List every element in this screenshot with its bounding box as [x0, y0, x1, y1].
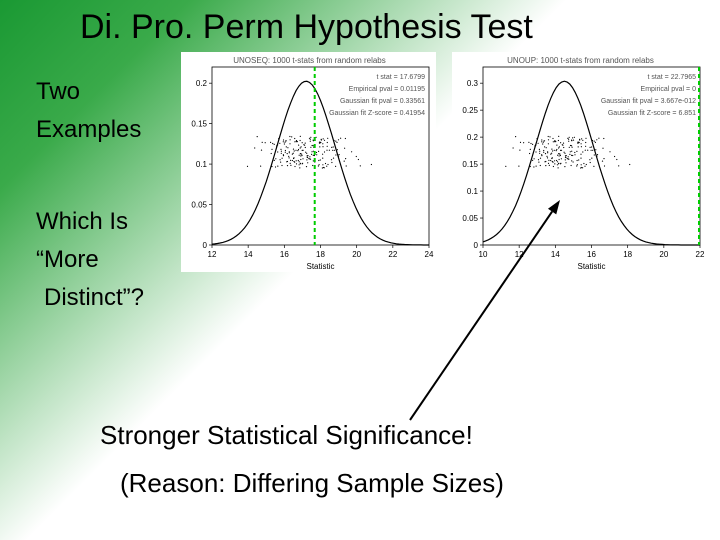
svg-text:0.15: 0.15 — [191, 120, 207, 129]
svg-text:0.2: 0.2 — [467, 133, 479, 142]
svg-text:Statistic: Statistic — [306, 262, 334, 271]
svg-text:18: 18 — [623, 250, 632, 259]
svg-text:12: 12 — [208, 250, 217, 259]
svg-text:Gaussian fit Z-score = 0.41954: Gaussian fit Z-score = 0.41954 — [329, 110, 425, 117]
svg-text:14: 14 — [551, 250, 560, 259]
svg-text:18: 18 — [316, 250, 325, 259]
bottom-text-1: Stronger Statistical Significance! — [100, 420, 473, 451]
chart-left: UNOSEQ: 1000 t-stats from random relabs 1… — [181, 52, 436, 272]
left-text-5: Distinct”? — [44, 284, 144, 312]
svg-text:UNOUP: 1000 t-stats from rando: UNOUP: 1000 t-stats from random relabs — [507, 56, 654, 65]
svg-text:Gaussian fit Z-score = 6.851: Gaussian fit Z-score = 6.851 — [608, 110, 696, 117]
svg-text:Statistic: Statistic — [577, 262, 605, 271]
svg-text:24: 24 — [425, 250, 434, 259]
svg-text:16: 16 — [280, 250, 289, 259]
svg-text:0.1: 0.1 — [196, 160, 208, 169]
svg-text:14: 14 — [244, 250, 253, 259]
svg-text:0: 0 — [474, 241, 479, 250]
svg-text:10: 10 — [479, 250, 488, 259]
left-text-3: Which Is — [36, 208, 128, 236]
left-text-1: Two — [36, 78, 80, 106]
svg-text:0.25: 0.25 — [462, 106, 478, 115]
svg-text:0.15: 0.15 — [462, 160, 478, 169]
svg-text:20: 20 — [659, 250, 668, 259]
svg-text:Empirical pval = 0.01195: Empirical pval = 0.01195 — [349, 86, 425, 93]
bottom-text-2: (Reason: Differing Sample Sizes) — [120, 468, 504, 499]
svg-text:12: 12 — [515, 250, 524, 259]
svg-text:20: 20 — [352, 250, 361, 259]
svg-text:Gaussian fit pval = 3.667e-012: Gaussian fit pval = 3.667e-012 — [601, 98, 696, 105]
svg-text:0.05: 0.05 — [462, 214, 478, 223]
svg-text:t stat = 17.6799: t stat = 17.6799 — [377, 74, 426, 81]
left-text-2: Examples — [36, 116, 141, 144]
svg-text:22: 22 — [388, 250, 397, 259]
page-title: Di. Pro. Perm Hypothesis Test — [80, 8, 533, 47]
left-text-4: “More — [36, 246, 99, 274]
svg-text:0.05: 0.05 — [191, 201, 207, 210]
svg-text:16: 16 — [587, 250, 596, 259]
svg-text:0: 0 — [203, 241, 208, 250]
svg-text:0.2: 0.2 — [196, 79, 208, 88]
svg-text:Empirical pval = 0: Empirical pval = 0 — [641, 86, 697, 93]
chart-right: UNOUP: 1000 t-stats from random relabs 10… — [452, 52, 707, 272]
svg-text:0.1: 0.1 — [467, 187, 479, 196]
svg-text:Gaussian fit pval = 0.33561: Gaussian fit pval = 0.33561 — [340, 98, 425, 105]
svg-text:0.3: 0.3 — [467, 79, 479, 88]
svg-text:22: 22 — [696, 250, 705, 259]
svg-text:UNOSEQ: 1000 t-stats from rand: UNOSEQ: 1000 t-stats from random relabs — [233, 56, 386, 65]
svg-text:t stat = 22.7965: t stat = 22.7965 — [648, 74, 697, 81]
